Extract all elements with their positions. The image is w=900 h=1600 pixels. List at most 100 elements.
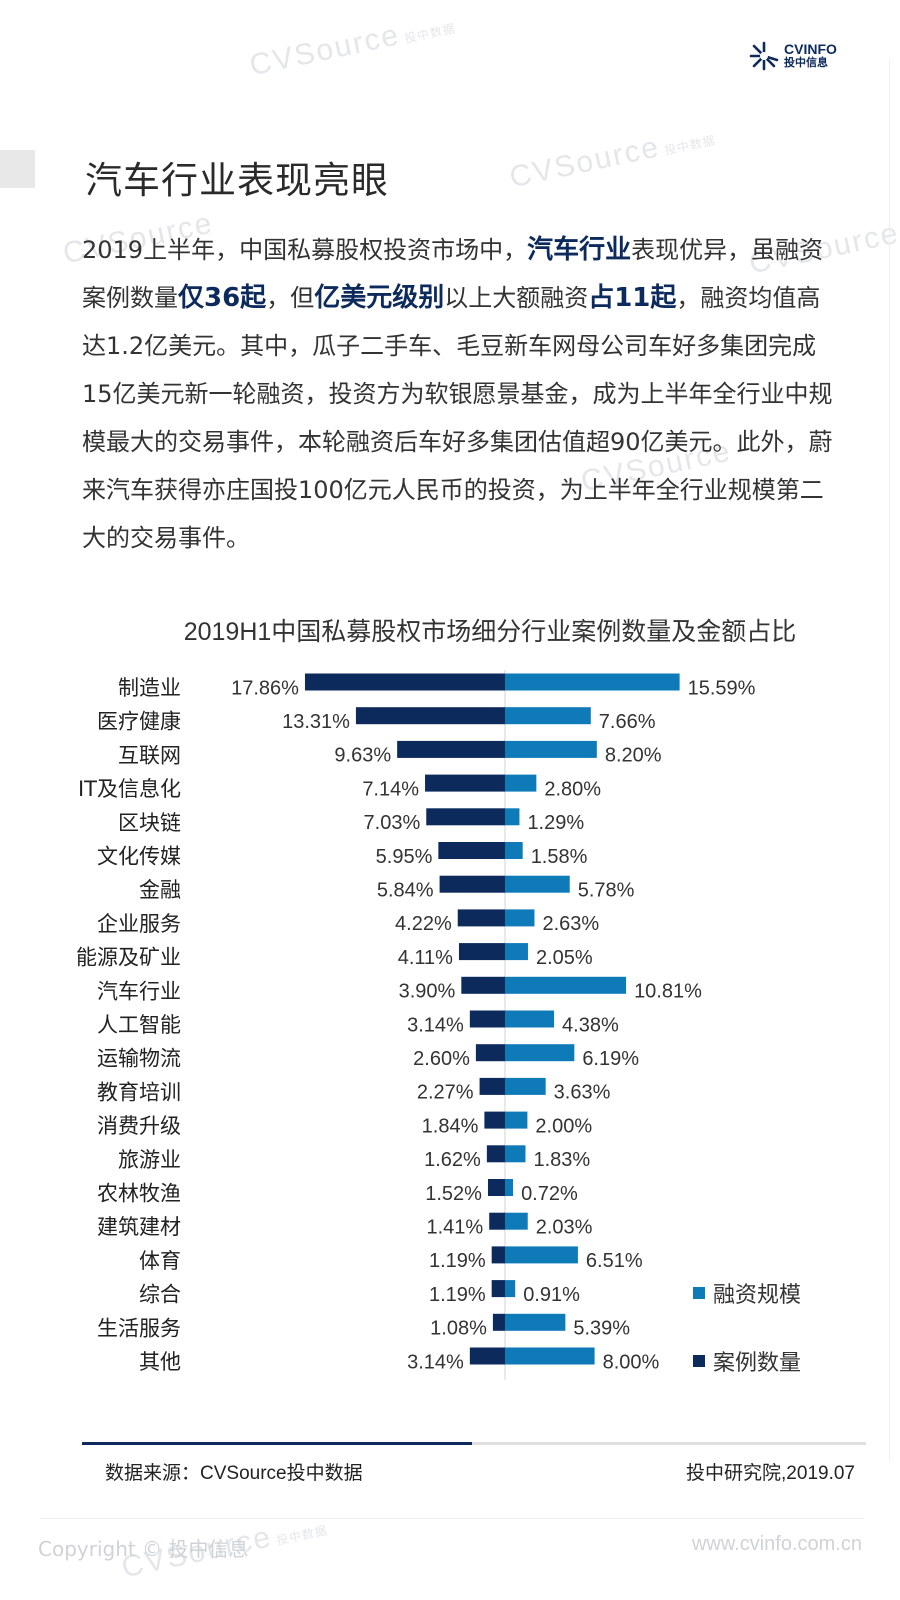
intro-highlight: 仅36起 xyxy=(178,283,267,313)
case-count-label: 1.19% xyxy=(429,1250,486,1272)
category-label: 文化传媒 xyxy=(97,845,181,869)
financing-scale-bar xyxy=(505,1179,514,1196)
case-count-label: 5.95% xyxy=(376,846,433,868)
intro-text: ，但 xyxy=(266,284,315,312)
case-count-label: 13.31% xyxy=(282,711,350,733)
case-count-bar xyxy=(438,842,505,859)
case-count-bar xyxy=(489,1212,505,1230)
financing-scale-label: 10.81% xyxy=(634,981,702,1003)
category-label: 制造业 xyxy=(118,676,181,700)
case-count-bar xyxy=(355,707,505,725)
financing-scale-label: 2.03% xyxy=(536,1216,593,1238)
category-label: 金融 xyxy=(139,878,181,902)
financing-scale-label: 1.58% xyxy=(531,846,588,868)
case-count-bar xyxy=(397,740,505,758)
financing-scale-label: 8.00% xyxy=(603,1351,660,1373)
case-count-bar xyxy=(475,1044,505,1062)
financing-scale-bar xyxy=(505,842,523,859)
case-count-label: 17.86% xyxy=(231,677,299,699)
case-count-bar xyxy=(469,1010,505,1028)
category-label: 运输物流 xyxy=(97,1047,181,1071)
logo: CVINFO 投中信息 xyxy=(748,40,837,72)
case-count-label: 1.62% xyxy=(424,1149,481,1171)
category-label: 综合 xyxy=(139,1283,181,1307)
financing-scale-bar xyxy=(505,1313,566,1331)
financing-scale-label: 6.19% xyxy=(582,1048,639,1070)
financing-scale-label: 0.72% xyxy=(521,1183,578,1205)
financing-scale-label: 5.39% xyxy=(573,1318,630,1340)
financing-scale-label: 1.29% xyxy=(527,812,584,834)
case-count-bar xyxy=(457,909,505,927)
intro-text: 表现优异，虽融资案例数量 xyxy=(82,236,824,312)
financing-scale-bar xyxy=(505,976,627,994)
financing-scale-label: 15.59% xyxy=(688,677,756,699)
case-count-label: 1.84% xyxy=(422,1115,479,1137)
financing-scale-label: 4.38% xyxy=(562,1014,619,1036)
category-label: 旅游业 xyxy=(118,1148,181,1172)
case-count-label: 7.03% xyxy=(364,812,421,834)
financing-scale-label: 6.51% xyxy=(586,1250,643,1272)
case-count-label: 3.14% xyxy=(407,1351,464,1373)
legend-item: 案例数量 xyxy=(693,1346,801,1376)
case-count-label: 1.19% xyxy=(429,1284,486,1306)
category-label: 农林牧渔 xyxy=(97,1182,181,1206)
legend-swatch xyxy=(693,1287,705,1299)
case-count-bar xyxy=(439,875,505,893)
financing-scale-bar xyxy=(505,1347,595,1365)
page-edge xyxy=(889,60,900,1460)
category-label: 汽车行业 xyxy=(97,979,181,1003)
financing-scale-bar xyxy=(505,673,680,691)
financing-scale-bar xyxy=(505,1077,546,1095)
financing-scale-bar xyxy=(505,875,570,893)
intro-text: 2019上半年，中国私募股权投资市场中， xyxy=(82,236,528,264)
case-count-bar xyxy=(487,1179,505,1196)
case-count-label: 4.22% xyxy=(395,913,452,935)
case-count-label: 3.90% xyxy=(399,981,456,1003)
case-count-bar xyxy=(491,1246,505,1264)
category-label: 其他 xyxy=(139,1350,181,1374)
watermark: CVSource投中数据 xyxy=(246,18,457,83)
legend-label: 案例数量 xyxy=(713,1351,802,1376)
category-label: 企业服务 xyxy=(97,912,181,936)
logo-subtitle: 投中信息 xyxy=(784,56,828,69)
chart-legend: 融资规模 案例数量 xyxy=(693,1278,801,1376)
case-count-label: 1.52% xyxy=(425,1183,482,1205)
website-link[interactable]: www.cvinfo.com.cn xyxy=(691,1533,862,1555)
source-divider-accent xyxy=(82,1442,472,1445)
financing-scale-label: 2.80% xyxy=(544,778,601,800)
category-label: 区块链 xyxy=(118,811,181,835)
financing-scale-label: 2.05% xyxy=(536,947,593,969)
category-label: 建筑建材 xyxy=(97,1215,181,1239)
footer-divider xyxy=(40,1518,864,1519)
case-count-bar xyxy=(461,976,505,994)
case-count-bar xyxy=(479,1077,505,1095)
financing-scale-bar xyxy=(505,808,520,826)
financing-scale-label: 3.63% xyxy=(554,1082,611,1104)
case-count-bar xyxy=(426,808,505,826)
copyright: Copyright © 投中信息 xyxy=(38,1537,249,1561)
intro-text: ，融资均值高达1.2亿美元。其中，瓜子二手车、毛豆新车网母公司车好多集团完成15… xyxy=(82,284,833,552)
financing-scale-label: 0.91% xyxy=(523,1284,580,1306)
category-label: 互联网 xyxy=(118,743,181,767)
financing-scale-bar xyxy=(505,1280,516,1298)
case-count-label: 2.60% xyxy=(413,1048,470,1070)
financing-scale-bar xyxy=(505,943,528,961)
financing-scale-bar xyxy=(505,1010,555,1028)
section-marker xyxy=(0,150,35,188)
category-label: 能源及矿业 xyxy=(76,946,181,970)
intro-text: 以上大额融资 xyxy=(444,284,589,312)
category-label: IT及信息化 xyxy=(78,777,181,801)
research-credit: 投中研究院,2019.07 xyxy=(686,1463,855,1484)
case-count-bar xyxy=(425,774,505,792)
category-label: 人工智能 xyxy=(97,1013,181,1037)
legend-item: 融资规模 xyxy=(693,1278,801,1308)
source-divider xyxy=(82,1442,866,1445)
chart-title: 2019H1中国私募股权市场细分行业案例数量及金额占比 xyxy=(0,612,900,648)
case-count-label: 1.41% xyxy=(426,1216,483,1238)
category-label: 消费升级 xyxy=(97,1114,181,1138)
financing-scale-bar xyxy=(505,774,537,792)
financing-scale-bar xyxy=(505,707,591,725)
case-count-label: 3.14% xyxy=(407,1014,464,1036)
data-source: 数据来源：CVSource投中数据 xyxy=(105,1463,363,1484)
financing-scale-bar xyxy=(505,1044,575,1062)
